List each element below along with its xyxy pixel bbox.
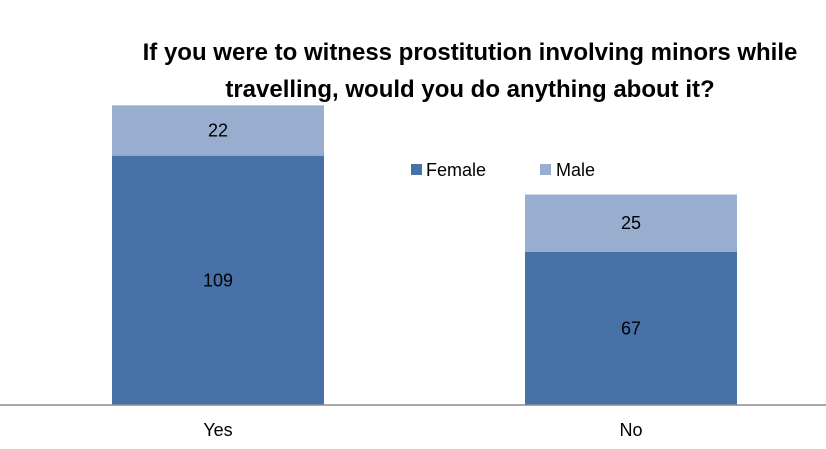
data-label-female-no: 67 bbox=[621, 318, 641, 338]
plot-area: 109 22 67 25 bbox=[112, 105, 737, 405]
legend-swatch-female bbox=[411, 164, 422, 175]
data-label-female-yes: 109 bbox=[203, 270, 233, 290]
tick-label-yes: Yes bbox=[203, 420, 232, 440]
bar-female-no bbox=[525, 251, 737, 405]
bar-female-yes bbox=[112, 155, 324, 405]
tick-label-no: No bbox=[619, 420, 642, 440]
bar-male-no bbox=[525, 194, 737, 252]
legend: Female Male bbox=[411, 160, 595, 180]
chart-title-line-1: If you were to witness prostitution invo… bbox=[143, 39, 798, 66]
data-label-male-no: 25 bbox=[621, 213, 641, 233]
data-label-male-yes: 22 bbox=[208, 120, 228, 140]
legend-label-female: Female bbox=[426, 160, 486, 180]
chart-title: If you were to witness prostitution invo… bbox=[143, 39, 798, 103]
bar-male-yes bbox=[112, 105, 324, 156]
x-axis-tick-labels: Yes No bbox=[203, 420, 642, 440]
legend-swatch-male bbox=[540, 164, 551, 175]
chart-title-line-2: travelling, would you do anything about … bbox=[225, 76, 714, 103]
legend-label-male: Male bbox=[556, 160, 595, 180]
